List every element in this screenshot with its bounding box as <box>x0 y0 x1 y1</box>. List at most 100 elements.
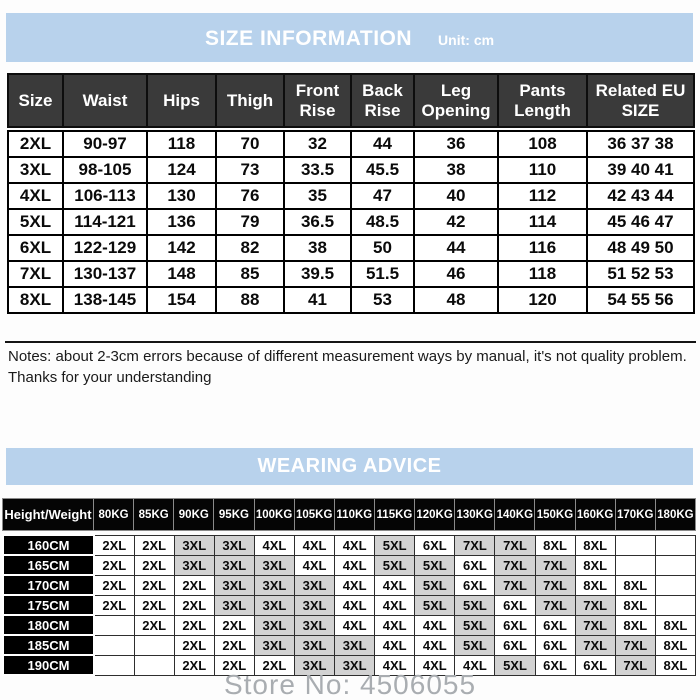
advice-size-cell: 5XL <box>414 554 456 576</box>
size-information-banner: SIZE INFORMATION Unit: cm <box>6 13 693 62</box>
size-table-row: 6XL 122-129 142 82 38 50 44 116 48 49 50 <box>7 234 695 262</box>
advice-table-row: 165CM 2XL 2XL 3XL 3XL 3XL 4XL 4XL 5XL 5XL 6XL 7XL 7X… <box>2 554 697 576</box>
advice-size-cell: 3XL <box>253 614 295 636</box>
advice-size-cell: 3XL <box>213 574 255 596</box>
size-cell: 76 <box>215 182 285 210</box>
advice-size-cell: 4XL <box>293 534 336 556</box>
notes-divider <box>5 341 696 343</box>
advice-size-cell <box>654 534 697 556</box>
size-cell: 142 <box>146 234 217 262</box>
size-cell: 122-129 <box>62 234 148 262</box>
advice-size-cell <box>133 654 175 676</box>
advice-size-cell: 4XL <box>334 614 376 636</box>
advice-size-cell: 2XL <box>173 654 215 676</box>
advice-size-cell: 2XL <box>213 614 255 636</box>
size-column-header: Waist <box>62 73 148 128</box>
advice-size-cell: 4XL <box>334 534 376 556</box>
size-table-row: 4XL 106-113 130 76 35 47 40 112 42 43 44 <box>7 182 695 210</box>
size-cell: 90-97 <box>62 130 148 158</box>
advice-size-cell: 4XL <box>334 574 376 596</box>
size-cell: 118 <box>497 260 588 288</box>
advice-size-cell: 8XL <box>574 574 616 596</box>
advice-size-cell: 5XL <box>494 654 536 676</box>
size-column-header: Hips <box>146 73 217 128</box>
size-cell: 5XL <box>7 208 64 236</box>
advice-size-cell: 2XL <box>93 574 135 596</box>
size-cell: 8XL <box>7 286 64 314</box>
advice-size-cell: 2XL <box>93 534 135 556</box>
size-table-row: 8XL 138-145 154 88 41 53 48 120 54 55 56 <box>7 286 695 314</box>
size-cell: 40 <box>413 182 499 210</box>
size-cell: 54 55 56 <box>586 286 695 314</box>
advice-size-cell: 6XL <box>494 594 536 616</box>
advice-size-cell: 7XL <box>494 574 536 596</box>
advice-size-cell: 2XL <box>173 574 215 596</box>
advice-size-cell: 3XL <box>173 554 215 576</box>
height-cell: 160CM <box>2 534 95 556</box>
height-cell: 170CM <box>2 574 95 596</box>
advice-size-cell: 5XL <box>454 594 496 616</box>
size-cell: 98-105 <box>62 156 148 184</box>
advice-size-cell: 5XL <box>374 554 416 576</box>
size-cell: 2XL <box>7 130 64 158</box>
advice-size-cell: 6XL <box>414 534 456 556</box>
advice-size-cell: 3XL <box>293 654 336 676</box>
advice-size-cell: 3XL <box>293 574 336 596</box>
advice-size-cell: 2XL <box>213 634 255 656</box>
advice-size-cell: 4XL <box>293 554 336 576</box>
weight-column-header: 95KG <box>213 498 255 531</box>
advice-size-cell: 3XL <box>293 634 336 656</box>
size-cell: 85 <box>215 260 285 288</box>
advice-size-cell: 4XL <box>414 634 456 656</box>
weight-column-header: 150KG <box>534 498 576 531</box>
height-cell: 185CM <box>2 634 95 656</box>
size-cell: 106-113 <box>62 182 148 210</box>
advice-size-cell: 3XL <box>334 654 376 676</box>
advice-size-cell: 2XL <box>173 594 215 616</box>
weight-column-header: 130KG <box>454 498 496 531</box>
size-column-header: Pants Length <box>497 73 588 128</box>
advice-size-cell: 4XL <box>454 654 496 676</box>
size-cell: 47 <box>350 182 415 210</box>
wearing-advice-title: WEARING ADVICE <box>257 455 442 477</box>
advice-table-row: 190CM 2XL 2XL 2XL 3XL 3XL 4XL 4XL 4XL 5XL 6XL 6XL 7X… <box>2 654 697 676</box>
advice-size-cell: 7XL <box>494 554 536 576</box>
advice-size-cell: 3XL <box>293 594 336 616</box>
advice-size-cell: 5XL <box>454 614 496 636</box>
size-table-row: 3XL 98-105 124 73 33.5 45.5 38 110 39 40 41 <box>7 156 695 184</box>
size-cell: 36 <box>413 130 499 158</box>
notes-block: Notes: about 2-3cm errors because of dif… <box>8 347 696 388</box>
advice-size-cell: 2XL <box>133 534 175 556</box>
advice-size-cell <box>133 634 175 656</box>
size-cell: 136 <box>146 208 217 236</box>
height-weight-corner-header: Height/Weight <box>2 498 94 531</box>
advice-size-cell <box>614 534 656 556</box>
advice-size-cell: 5XL <box>454 634 496 656</box>
advice-size-cell: 3XL <box>293 614 336 636</box>
size-cell: 148 <box>146 260 217 288</box>
advice-size-cell: 7XL <box>534 574 576 596</box>
advice-size-cell: 8XL <box>534 534 576 556</box>
advice-size-cell: 8XL <box>654 654 697 676</box>
advice-size-cell: 6XL <box>534 634 576 656</box>
advice-size-cell: 4XL <box>374 614 416 636</box>
notes-thanks: Thanks for your understanding <box>8 368 212 386</box>
size-cell: 42 43 44 <box>586 182 695 210</box>
size-cell: 38 <box>413 156 499 184</box>
size-cell: 138-145 <box>62 286 148 314</box>
advice-table-row: 170CM 2XL 2XL 2XL 3XL 3XL 3XL 4XL 4XL 5XL 6XL 7XL 7X… <box>2 574 697 596</box>
size-cell: 79 <box>215 208 285 236</box>
advice-size-cell: 8XL <box>614 574 656 596</box>
weight-column-header: 80KG <box>92 498 135 531</box>
size-cell: 108 <box>497 130 588 158</box>
notes-text: Notes: about 2-3cm errors because of dif… <box>8 348 687 365</box>
advice-size-cell: 5XL <box>414 574 456 596</box>
weight-column-header: 160KG <box>574 498 616 531</box>
advice-header-row: Height/Weight 80KG 85KG 90KG 95KG 100KG 105KG 1… <box>2 498 697 531</box>
advice-size-cell: 2XL <box>133 614 175 636</box>
advice-size-cell: 3XL <box>334 634 376 656</box>
size-table-body: 2XL 90-97 118 70 32 44 36 108 36 37 38 3XL 98-105 1… <box>7 130 695 314</box>
size-cell: 48.5 <box>350 208 415 236</box>
size-table-row: 5XL 114-121 136 79 36.5 48.5 42 114 45 46 47 <box>7 208 695 236</box>
advice-size-cell: 2XL <box>133 574 175 596</box>
